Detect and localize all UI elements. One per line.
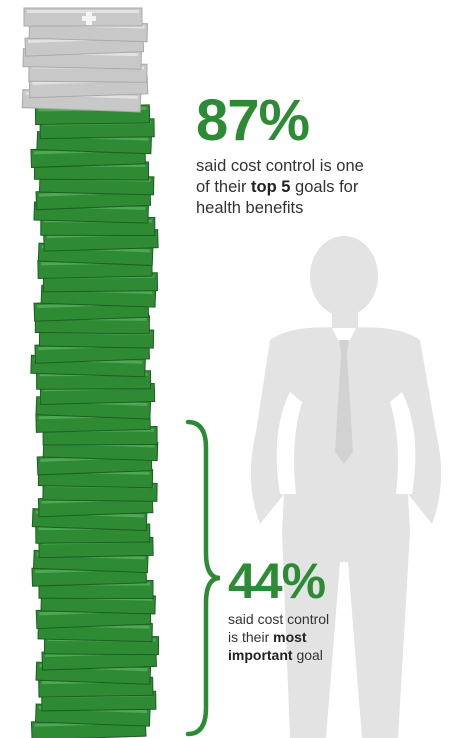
- stat-figure-44: 44%: [228, 553, 326, 609]
- stat-44-line1: said cost control: [228, 611, 330, 627]
- stat-44-line3-suffix: goal: [292, 647, 323, 663]
- bill-emblem-icon: [82, 12, 96, 25]
- stat-87-line1: said cost control is one: [196, 157, 364, 175]
- stat-most-important-goal: 44% said cost control is their most impo…: [228, 556, 329, 664]
- stat-description-87: said cost control is one of their top 5 …: [196, 156, 364, 219]
- stat-87-emphasis: top 5: [251, 178, 291, 196]
- stat-figure-87: 87%: [196, 88, 310, 153]
- stat-87-line2-prefix: of their: [196, 178, 252, 196]
- stat-description-44: said cost control is their most importan…: [228, 610, 329, 664]
- stat-87-line3: health benefits: [196, 199, 304, 217]
- businessman-silhouette-icon: [250, 236, 442, 738]
- bracket-44-percent: [185, 419, 221, 737]
- stat-44-emphasis-1: most: [273, 629, 307, 645]
- stat-top-5-goals: 87% said cost control is one of their to…: [196, 92, 364, 219]
- stat-44-emphasis-2: important: [228, 647, 293, 663]
- money-stack-illustration: [21, 7, 160, 738]
- stat-87-line2-suffix: goals for: [290, 178, 359, 196]
- stat-44-line2-prefix: is their: [228, 629, 274, 645]
